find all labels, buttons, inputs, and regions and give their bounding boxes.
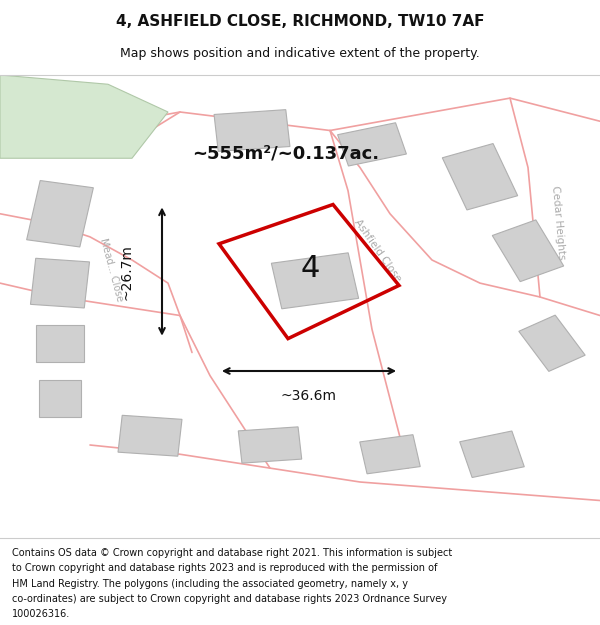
Text: ~36.6m: ~36.6m xyxy=(281,389,337,404)
Polygon shape xyxy=(338,122,406,166)
Text: HM Land Registry. The polygons (including the associated geometry, namely x, y: HM Land Registry. The polygons (includin… xyxy=(12,579,408,589)
Text: 4: 4 xyxy=(300,254,319,282)
Polygon shape xyxy=(118,415,182,456)
Polygon shape xyxy=(31,258,89,308)
Text: ~26.7m: ~26.7m xyxy=(119,244,133,299)
Polygon shape xyxy=(271,253,359,309)
Text: Ashfield Close: Ashfield Close xyxy=(353,217,403,284)
Polygon shape xyxy=(36,325,84,362)
Polygon shape xyxy=(519,315,585,371)
Text: ~555m²/~0.137ac.: ~555m²/~0.137ac. xyxy=(192,144,379,162)
Polygon shape xyxy=(238,427,302,463)
Text: Mead... Close: Mead... Close xyxy=(98,236,124,302)
Polygon shape xyxy=(360,435,420,474)
Text: to Crown copyright and database rights 2023 and is reproduced with the permissio: to Crown copyright and database rights 2… xyxy=(12,563,437,573)
Polygon shape xyxy=(0,75,168,158)
Polygon shape xyxy=(26,181,94,247)
Text: Contains OS data © Crown copyright and database right 2021. This information is : Contains OS data © Crown copyright and d… xyxy=(12,548,452,558)
Text: Map shows position and indicative extent of the property.: Map shows position and indicative extent… xyxy=(120,48,480,61)
Polygon shape xyxy=(442,144,518,210)
Polygon shape xyxy=(460,431,524,478)
Polygon shape xyxy=(39,380,81,418)
Text: Cedar Heights: Cedar Heights xyxy=(550,186,566,261)
Polygon shape xyxy=(493,220,563,282)
Text: 4, ASHFIELD CLOSE, RICHMOND, TW10 7AF: 4, ASHFIELD CLOSE, RICHMOND, TW10 7AF xyxy=(116,14,484,29)
Text: co-ordinates) are subject to Crown copyright and database rights 2023 Ordnance S: co-ordinates) are subject to Crown copyr… xyxy=(12,594,447,604)
Text: 100026316.: 100026316. xyxy=(12,609,70,619)
Polygon shape xyxy=(214,109,290,151)
